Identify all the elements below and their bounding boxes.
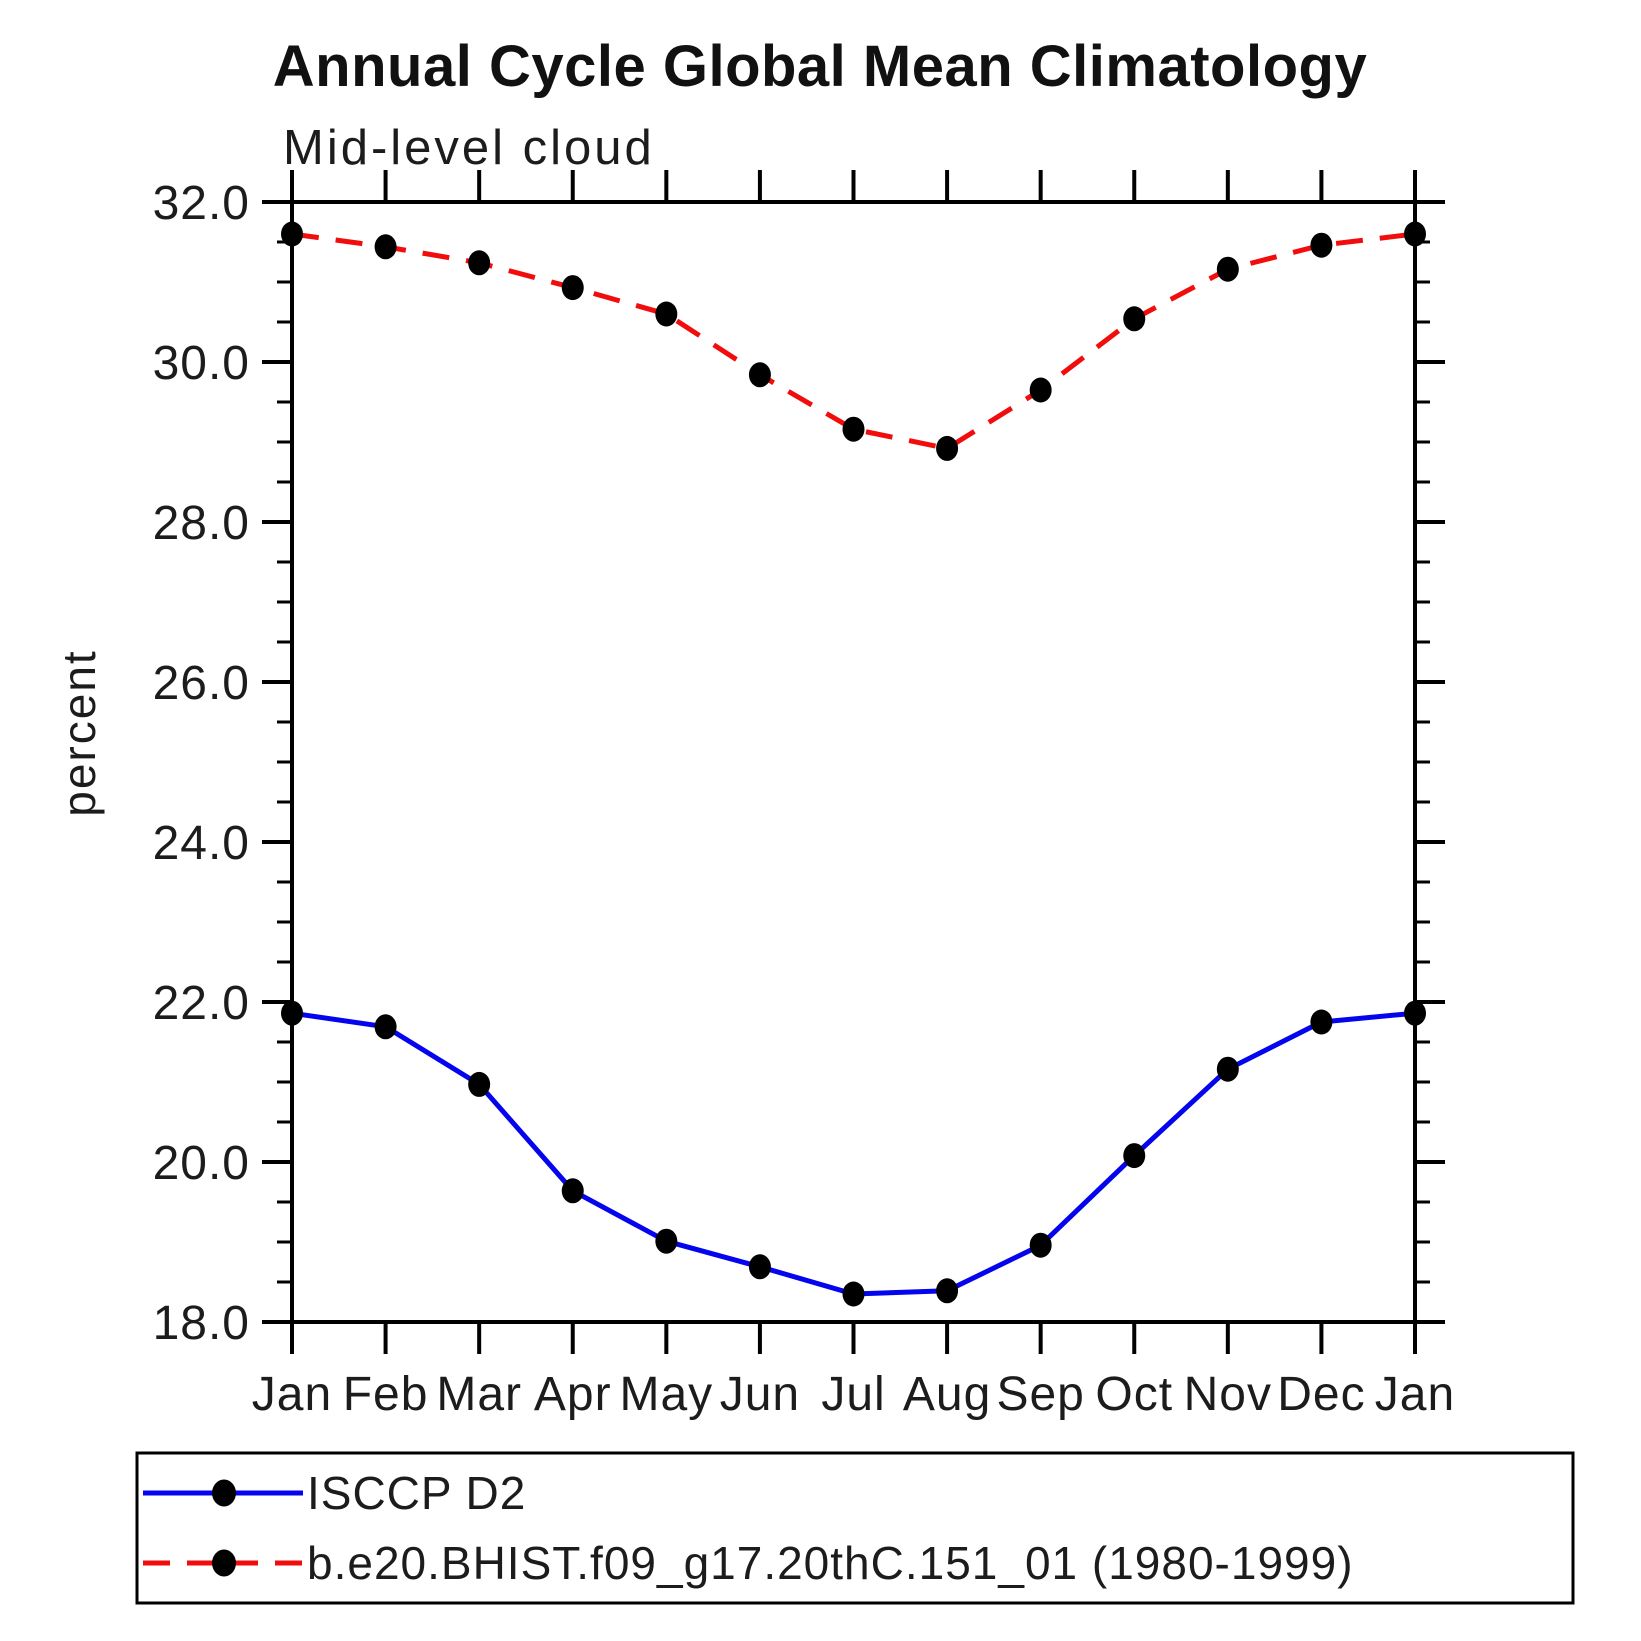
data-point-marker — [468, 1071, 491, 1097]
page-title: Annual Cycle Global Mean Climatology — [273, 34, 1367, 99]
data-point-marker — [936, 435, 959, 461]
data-point-marker — [1029, 1232, 1052, 1258]
x-axis-tick-label: Jun — [720, 1368, 800, 1421]
legend-label-isccp: ISCCP D2 — [307, 1467, 526, 1519]
data-point-marker — [1404, 221, 1426, 247]
data-point-marker — [1123, 1143, 1146, 1169]
data-point-marker — [1123, 306, 1146, 332]
x-axis-tick-label: Dec — [1277, 1368, 1365, 1421]
x-axis-tick-label: Jan — [252, 1368, 332, 1421]
data-point-marker — [748, 362, 771, 388]
data-point-marker — [1216, 256, 1239, 282]
x-axis-tick-label: Feb — [343, 1368, 429, 1421]
data-point-marker — [561, 1178, 584, 1204]
y-axis-tick-label: 18.0 — [153, 1297, 250, 1350]
chart-subtitle: Mid-level cloud — [283, 121, 655, 175]
legend-marker — [212, 1479, 236, 1507]
data-point-marker — [936, 1278, 959, 1304]
data-point-marker — [281, 221, 303, 247]
data-point-marker — [655, 301, 678, 327]
x-axis-tick-label: Sep — [996, 1368, 1084, 1421]
y-axis-tick-label: 26.0 — [153, 657, 250, 710]
legend-border — [135, 1451, 1575, 1605]
data-point-marker — [561, 275, 584, 301]
data-point-marker — [1310, 232, 1333, 258]
data-point-marker — [468, 250, 491, 276]
data-point-marker — [1029, 377, 1052, 403]
x-axis-tick-label: Oct — [1095, 1368, 1173, 1421]
x-axis-tick-label: Mar — [436, 1368, 522, 1421]
y-axis-tick-label: 28.0 — [153, 497, 250, 550]
data-point-marker — [374, 1014, 397, 1040]
y-axis-tick-label: 24.0 — [153, 817, 250, 870]
data-point-marker — [748, 1254, 771, 1280]
x-axis-tick-label: Aug — [903, 1368, 991, 1421]
y-axis-tick-label: 32.0 — [153, 177, 250, 230]
legend-marker — [212, 1549, 236, 1577]
series-line-1 — [291, 231, 1416, 451]
data-point-marker — [842, 416, 865, 442]
data-point-marker — [1216, 1056, 1239, 1082]
legend-samples — [143, 1479, 303, 1577]
data-point-marker — [1310, 1009, 1333, 1035]
data-point-marker — [281, 1000, 303, 1026]
x-axis-tick-label: Jul — [821, 1368, 885, 1421]
y-axis-tick-label: 20.0 — [153, 1137, 250, 1190]
x-axis-tick-label: Apr — [534, 1368, 612, 1421]
data-point-marker — [842, 1281, 865, 1307]
x-axis-tick-label: May — [619, 1368, 713, 1421]
x-axis-tick-label: Jan — [1375, 1368, 1455, 1421]
legend-box: ISCCP D2 b.e20.BHIST.f09_g17.20thC.151_0… — [135, 1451, 1575, 1605]
plot-frame — [290, 200, 1417, 1324]
data-point-marker — [655, 1228, 678, 1254]
y-axis-tick-label: 30.0 — [153, 337, 250, 390]
data-point-marker — [1404, 1000, 1426, 1026]
x-axis-tick-label: Nov — [1184, 1368, 1272, 1421]
y-axis-tick-label: 22.0 — [153, 977, 250, 1030]
y-axis-title: percent — [53, 649, 105, 816]
series-line-0 — [291, 1010, 1416, 1297]
data-point-marker — [374, 234, 397, 260]
legend-label-model: b.e20.BHIST.f09_g17.20thC.151_01 (1980-1… — [307, 1537, 1354, 1589]
